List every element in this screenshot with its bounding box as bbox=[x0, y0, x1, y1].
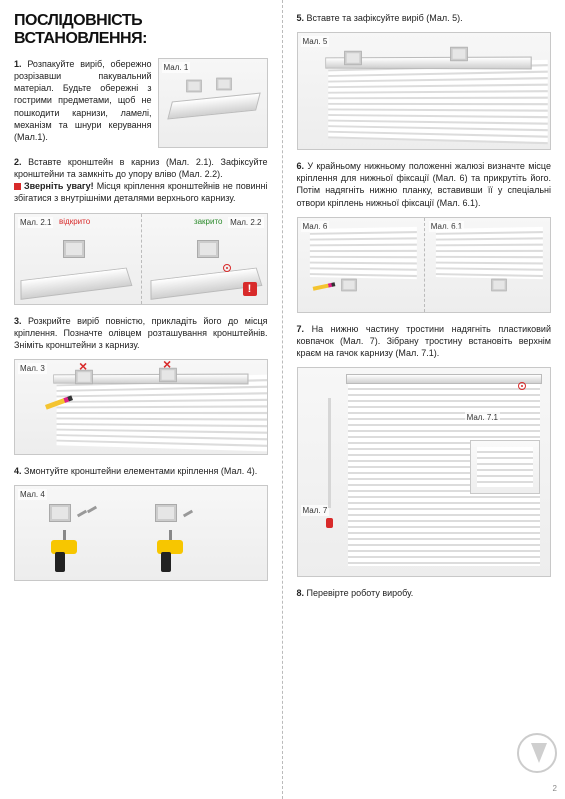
fig7-label: Мал. 7 bbox=[301, 505, 330, 516]
fig6-divider bbox=[424, 218, 425, 312]
fig21-label: Мал. 2.1 bbox=[18, 217, 53, 228]
step1-num: 1. bbox=[14, 59, 22, 69]
fig4-bracket1 bbox=[49, 504, 71, 522]
step4-body: Змонтуйте кронштейни елементами кріпленн… bbox=[24, 466, 257, 476]
fig5-bracket1 bbox=[344, 51, 362, 65]
step6-num: 6. bbox=[297, 161, 305, 171]
figure-1: Мал. 1 bbox=[158, 58, 268, 148]
drill-icon-1 bbox=[51, 540, 85, 576]
step1-body: Розпакуйте виріб, обережно розрізавши па… bbox=[14, 59, 152, 142]
page: ПОСЛІДОВНІСТЬ ВСТАНОВЛЕННЯ: 1. Розпакуйт… bbox=[0, 0, 565, 799]
step3-text: 3. Розкрийте виріб повністю, прикладіть … bbox=[14, 315, 268, 351]
fig4-screw1 bbox=[77, 510, 87, 518]
step5-body: Вставте та зафіксуйте виріб (Мал. 5). bbox=[307, 13, 463, 23]
page-title: ПОСЛІДОВНІСТЬ ВСТАНОВЛЕННЯ: bbox=[14, 12, 268, 48]
step3-body: Розкрийте виріб повністю, прикладіть йог… bbox=[14, 316, 268, 350]
figure-7: Мал. 7 Мал. 7.1 bbox=[297, 367, 552, 577]
fig71-inset-blinds bbox=[477, 447, 533, 487]
figure-4: Мал. 4 bbox=[14, 485, 268, 581]
wand-icon bbox=[328, 398, 331, 508]
fig4-screw2 bbox=[87, 506, 97, 514]
wand-cap-icon bbox=[326, 518, 333, 528]
fig22-bracket bbox=[197, 240, 219, 258]
figure-3: Мал. 3 × × bbox=[14, 359, 268, 455]
step4-num: 4. bbox=[14, 466, 22, 476]
fig1-label: Мал. 1 bbox=[162, 62, 191, 73]
close-label: закрито bbox=[194, 217, 223, 226]
step1-row: 1. Розпакуйте виріб, обережно розрізавши… bbox=[14, 58, 268, 148]
fig5-blinds bbox=[328, 60, 547, 145]
step4-text: 4. Змонтуйте кронштейни елементами кріпл… bbox=[14, 465, 268, 477]
fig21-bracket bbox=[63, 240, 85, 258]
right-column: 5. Вставте та зафіксуйте виріб (Мал. 5).… bbox=[283, 0, 565, 799]
step7-body: На нижню частину тростини надягніть плас… bbox=[297, 324, 552, 358]
warning-icon bbox=[14, 183, 21, 190]
fig7-rail bbox=[346, 374, 543, 384]
fig71-label: Мал. 7.1 bbox=[465, 412, 500, 423]
watermark-arrow-icon bbox=[517, 733, 557, 773]
left-column: ПОСЛІДОВНІСТЬ ВСТАНОВЛЕННЯ: 1. Розпакуйт… bbox=[0, 0, 283, 799]
figure-6: Мал. 6 Мал. 6.1 bbox=[297, 217, 552, 313]
fig21-rail bbox=[20, 267, 132, 299]
fig4-label: Мал. 4 bbox=[18, 489, 47, 500]
fig71-inset bbox=[470, 440, 540, 494]
fig6-blinds-l bbox=[309, 227, 416, 279]
step2-text: 2. Вставте кронштейн в карниз (Мал. 2.1)… bbox=[14, 156, 268, 205]
fig1-rail bbox=[167, 93, 260, 120]
fig1-bracket1 bbox=[186, 80, 201, 93]
fig3-label: Мал. 3 bbox=[18, 363, 47, 374]
fig6-pencil bbox=[312, 282, 335, 291]
step8-num: 8. bbox=[297, 588, 305, 598]
step1-text: 1. Розпакуйте виріб, обережно розрізавши… bbox=[14, 58, 152, 148]
fig6-clip-l bbox=[341, 278, 356, 291]
drill-icon-2 bbox=[157, 540, 191, 576]
figure-5: Мал. 5 bbox=[297, 32, 552, 150]
step2-num: 2. bbox=[14, 157, 22, 167]
step7-text: 7. На нижню частину тростини надягніть п… bbox=[297, 323, 552, 359]
step5-text: 5. Вставте та зафіксуйте виріб (Мал. 5). bbox=[297, 12, 552, 24]
step8-body: Перевірте роботу виробу. bbox=[307, 588, 414, 598]
x-mark-1: × bbox=[79, 359, 87, 374]
step5-num: 5. bbox=[297, 13, 305, 23]
open-label: відкрито bbox=[59, 217, 90, 226]
fig4-bracket2 bbox=[155, 504, 177, 522]
step6-body: У крайньому нижньому положенні жалюзі ви… bbox=[297, 161, 552, 207]
fig6-clip-r bbox=[491, 278, 506, 291]
step7-num: 7. bbox=[297, 324, 305, 334]
step8-text: 8. Перевірте роботу виробу. bbox=[297, 587, 552, 599]
step2-body: Вставте кронштейн в карниз (Мал. 2.1). З… bbox=[14, 157, 268, 179]
fig5-label: Мал. 5 bbox=[301, 36, 330, 47]
fig2-divider bbox=[141, 214, 142, 304]
figure-2: Мал. 2.1 відкрито закрито Мал. 2.2 ! bbox=[14, 213, 268, 305]
fig22-label: Мал. 2.2 bbox=[228, 217, 263, 228]
fig4-screw3 bbox=[183, 510, 193, 518]
fig5-bracket2 bbox=[450, 47, 468, 61]
fig3-blinds bbox=[57, 375, 268, 452]
step3-num: 3. bbox=[14, 316, 22, 326]
fig1-bracket2 bbox=[216, 78, 231, 91]
fig22-callout bbox=[223, 264, 231, 272]
x-mark-2: × bbox=[163, 359, 171, 372]
step6-text: 6. У крайньому нижньому положенні жалюзі… bbox=[297, 160, 552, 209]
page-number: 2 bbox=[553, 784, 557, 793]
alert-icon: ! bbox=[243, 282, 257, 296]
step2-warn-bold: Зверніть увагу! bbox=[24, 181, 94, 191]
fig6-blinds-r bbox=[436, 227, 543, 279]
